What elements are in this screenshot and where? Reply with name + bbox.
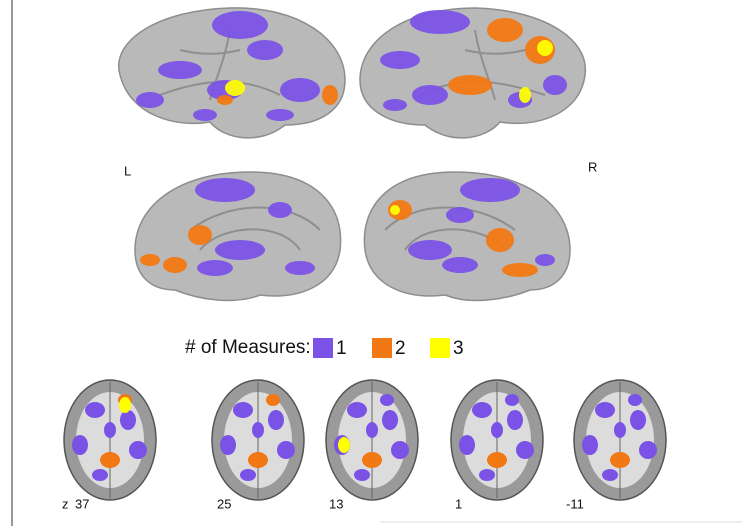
activation-blob [390,205,400,215]
hemisphere-label: R [588,159,597,174]
activation-blob [487,18,523,42]
legend-label: 3 [453,338,464,359]
activation-blob [448,75,492,95]
activation-blob [362,452,382,468]
legend-swatch [313,338,333,358]
activation-blob [380,394,394,406]
activation-blob [217,95,233,105]
activation-blob [595,402,615,418]
activation-blob [614,422,626,438]
activation-blob [322,85,338,105]
activation-blob [120,410,136,430]
activation-blob [383,99,407,111]
activation-blob [163,257,187,273]
activation-blob [266,394,280,406]
activation-blob [446,207,474,223]
activation-blob [193,109,217,121]
axial-slices: z 37 25 13 1 -11 [62,379,667,511]
activation-blob [408,240,452,260]
activation-blob [543,75,567,95]
activation-blob [72,435,88,455]
activation-blob [252,422,264,438]
activation-blob [459,435,475,455]
hemisphere-label: L [124,163,131,178]
activation-blob [268,202,292,218]
legend-title: # of Measures: [185,337,311,358]
activation-blob [582,435,598,455]
activation-overlay [136,10,567,277]
activation-blob [104,422,116,438]
activation-blob [505,394,519,406]
activation-blob [519,87,531,103]
activation-blob [240,469,256,481]
legend-swatch [372,338,392,358]
activation-blob [188,225,212,245]
activation-blob [158,61,202,79]
activation-blob [212,11,268,39]
legend-swatch [430,338,450,358]
activation-blob [280,78,320,102]
activation-blob [491,422,503,438]
activation-blob [225,80,245,96]
slice-level-label: 13 [329,496,343,511]
activation-blob [119,397,131,413]
activation-blob [486,228,514,252]
activation-blob [639,441,657,459]
activation-blob [382,410,398,430]
activation-blob [610,452,630,468]
activation-blob [220,435,236,455]
slice-level-label: -11 [566,496,584,511]
activation-blob [628,394,642,406]
activation-blob [285,261,315,275]
slice-level-label: 37 [75,496,89,511]
activation-blob [92,469,108,481]
activation-blob [479,469,495,481]
activation-blob [247,40,283,60]
activation-blob [277,441,295,459]
activation-blob [380,51,420,69]
activation-blob [85,402,105,418]
activation-blob [516,441,534,459]
activation-blob [487,452,507,468]
activation-blob [391,441,409,459]
activation-blob [630,410,646,430]
activation-blob [100,452,120,468]
activation-blob [460,178,520,202]
activation-blob [535,254,555,266]
activation-blob [442,257,478,273]
slice-axis-label: z [62,496,69,511]
legend: 1 2 3 [313,338,464,359]
activation-blob [136,92,164,108]
activation-blob [502,263,538,277]
activation-blob [268,410,284,430]
activation-blob [140,254,160,266]
activation-blob [129,441,147,459]
activation-blob [602,469,618,481]
activation-blob [537,40,553,56]
slice-level-label: 25 [217,496,231,511]
activation-blob [412,85,448,105]
activation-blob [248,452,268,468]
activation-blob [354,469,370,481]
activation-blob [195,178,255,202]
activation-blob [266,109,294,121]
activation-blob [507,410,523,430]
activation-blob [366,422,378,438]
activation-blob [338,437,350,453]
activation-blob [233,402,253,418]
legend-label: 2 [395,338,406,359]
activation-blob [197,260,233,276]
activation-blob [215,240,265,260]
legend-label: 1 [336,338,347,359]
activation-blob [410,10,470,34]
slice-level-label: 1 [455,496,462,511]
lateral-right-hemisphere [359,7,587,139]
activation-blob [347,402,367,418]
activation-blob [472,402,492,418]
